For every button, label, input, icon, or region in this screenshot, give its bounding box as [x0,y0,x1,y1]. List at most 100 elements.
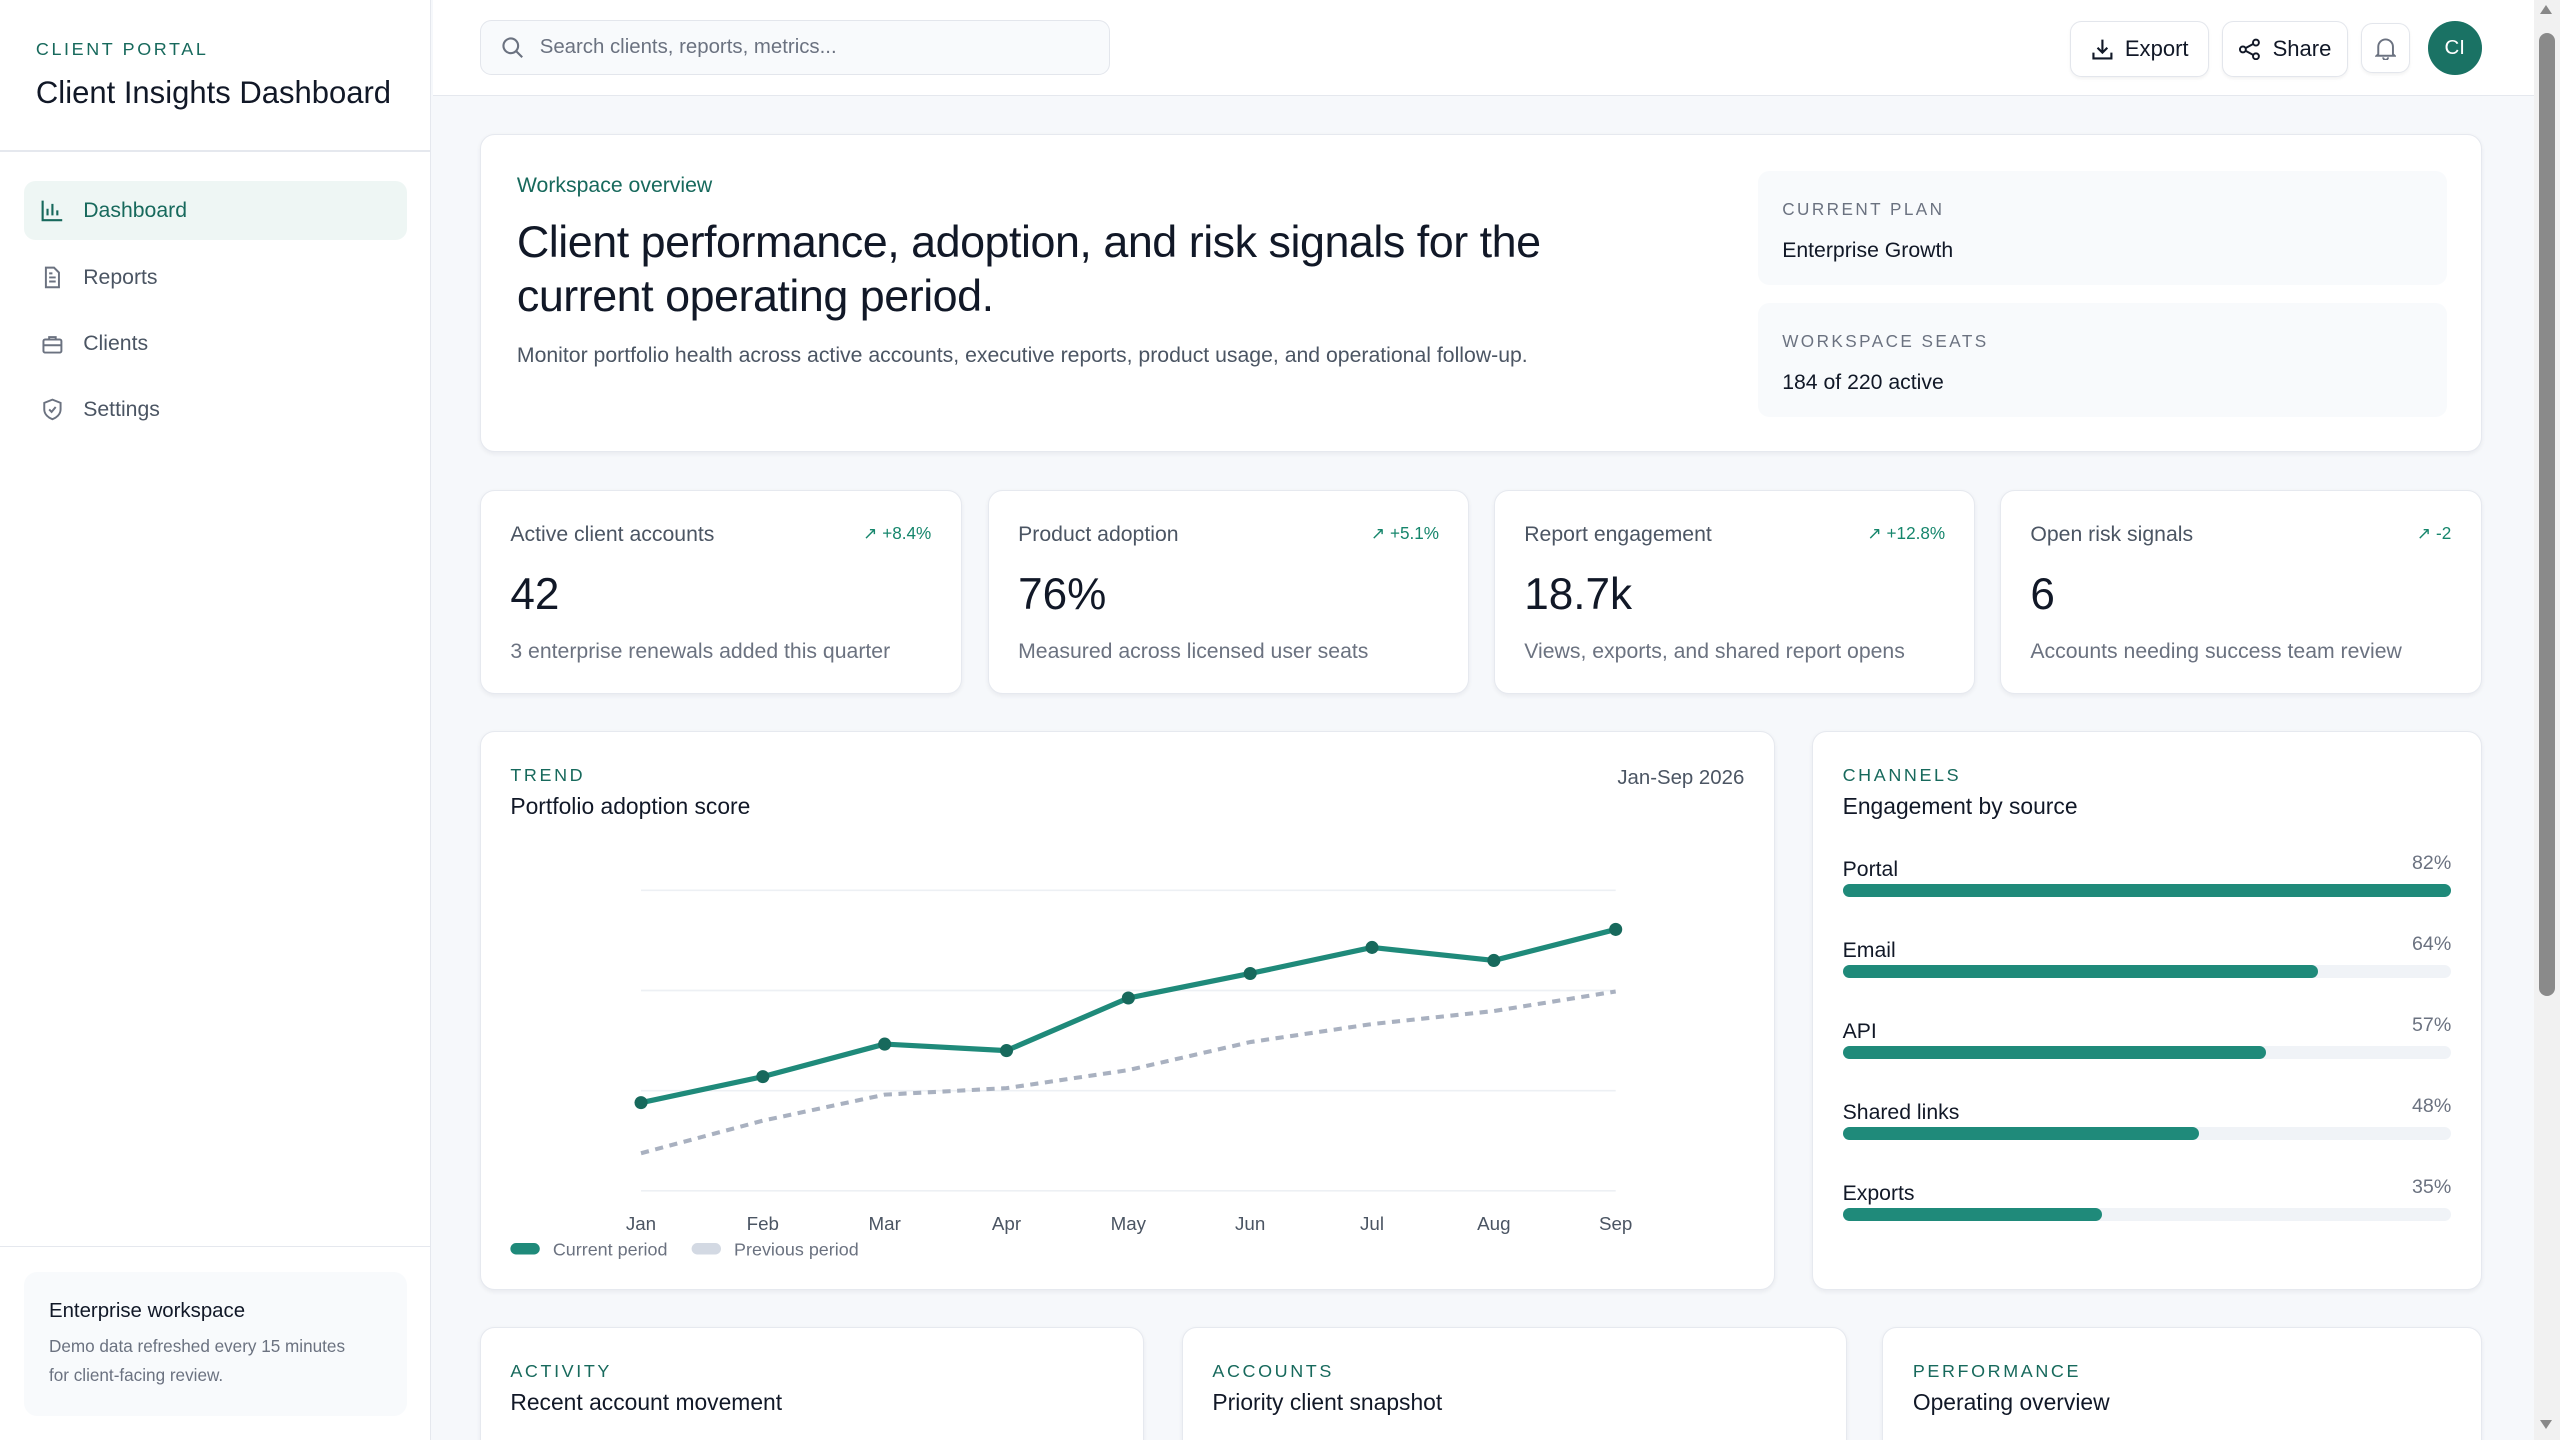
channels-card: CHANNELS Engagement by source Portal 82%… [1812,731,2482,1290]
hero-eyebrow: Workspace overview [516,174,713,198]
section-eyebrow: ACTIVITY [510,1360,612,1381]
app-title: Client Insights Dashboard [35,75,392,111]
document-icon [44,266,60,289]
section-eyebrow: ACCOUNTS [1212,1360,1334,1381]
channels-title: Engagement by source [1842,792,2078,819]
data-point [1243,967,1257,981]
trend-eyebrow: TREND [510,765,586,786]
channel-bar-track [1842,884,2452,898]
sidebar: CLIENT PORTAL Client Insights Dashboard … [0,0,432,1440]
data-point [634,1096,648,1110]
hero-heading: Client performance, adoption, and risk s… [517,215,1541,323]
channel-row: Portal 82% [1842,851,2452,917]
sidebar-item-reports[interactable]: Reports [24,248,406,307]
hero-heading-line: current operating period. [516,269,994,321]
x-tick-label: Jun [1235,1213,1265,1234]
x-tick-label: Aug [1477,1213,1510,1234]
sidebar-item-settings[interactable]: Settings [24,380,406,439]
channel-name: Exports [1842,1181,1915,1205]
workspace-note: Demo data refreshed every 15 minutes [48,1335,346,1356]
sidebar-item-label: Reports [83,265,158,289]
data-point [1609,923,1623,937]
data-point [999,1044,1014,1058]
scroll-down-icon[interactable] [2540,1420,2553,1429]
export-label: Export [2124,35,2189,61]
channel-row: Email 64% [1842,933,2452,998]
kpi-label: Product adoption [1018,523,1179,547]
workspace-seats: WORKSPACE SEATS 184 of 220 active [1757,303,2447,418]
kpi-delta-value: +8.4% [882,523,932,544]
current-plan: CURRENT PLAN Enterprise Growth [1757,170,2447,286]
notifications-button[interactable] [2360,22,2410,74]
scrollbar[interactable] [2533,0,2560,1440]
legend-swatch [691,1243,721,1255]
channel-percent: 57% [2412,1013,2452,1036]
channels-eyebrow: CHANNELS [1842,765,1962,786]
kpi-sub: 3 enterprise renewals added this quarter [510,639,891,663]
plan-label: CURRENT PLAN [1782,198,1945,219]
channel-bar-track [1842,1046,2452,1060]
channel-name: Email [1842,938,1896,962]
channel-bar-fill [1842,1046,2266,1060]
channel-bar-track [1842,965,2452,979]
scroll-up-icon[interactable] [2540,5,2553,14]
sidebar-item-clients[interactable]: Clients [24,315,406,374]
trend-up-icon: ↗ [863,523,878,544]
legend-swatch [510,1243,540,1255]
channel-percent: 35% [2412,1175,2452,1198]
kpi-card: Active client accounts ↗ +8.4% 42 3 ente… [479,489,962,694]
trend-title: Portfolio adoption score [510,792,751,819]
trend-card: TREND Portfolio adoption score Jan-Sep 2… [479,731,1775,1290]
trend-up-icon: ↗ [1370,523,1386,544]
kpi-label: Report engagement [1524,523,1712,547]
shield-icon [43,398,62,421]
trend-up-icon: ↗ [1867,523,1882,544]
channel-bar-fill [1842,965,2318,979]
data-point [756,1070,770,1084]
seats-value: 184 of 220 active [1782,371,1944,395]
legend-label: Current period [553,1240,668,1260]
data-point [878,1037,892,1052]
kpi-sub: Measured across licensed user seats [1018,639,1369,663]
plan-value: Enterprise Growth [1782,239,1954,263]
download-icon [2091,39,2113,60]
x-tick-label: Apr [992,1213,1021,1234]
section-card: ACTIVITY Recent account movement [479,1327,1145,1440]
kpi-card: Open risk signals ↗ -2 6 Accounts needin… [1999,489,2482,694]
channel-percent: 82% [2412,851,2452,874]
kpi-delta: ↗ +12.8% [1867,523,1945,544]
share-button[interactable]: Share [2222,21,2348,77]
x-tick-label: Mar [868,1213,900,1234]
kpi-value: 76% [1018,570,1107,620]
kpi-delta: ↗ -2 [2417,523,2451,544]
search-icon [501,37,523,58]
kpi-label: Open risk signals [2030,523,2194,547]
sidebar-item-dashboard[interactable]: Dashboard [24,181,407,240]
channel-row: API 57% [1842,1013,2452,1079]
search-input[interactable]: Search clients, reports, metrics... [479,19,1111,76]
kpi-value: 42 [510,570,560,620]
kpi-sub: Accounts needing success team review [2030,639,2402,663]
export-button[interactable]: Export [2070,21,2209,77]
channel-name: Portal [1842,857,1899,881]
data-point [1487,954,1501,968]
kpi-value: 18.7k [1524,570,1633,620]
x-tick-label: Feb [747,1213,779,1234]
seats-label: WORKSPACE SEATS [1782,330,1989,351]
channel-bar-track [1842,1127,2452,1141]
data-point [1365,941,1379,955]
hero-description: Monitor portfolio health across active a… [516,343,1528,367]
bell-icon [2374,38,2396,60]
kpi-value: 6 [2030,570,2055,620]
kpi-delta-value: +5.1% [1389,523,1439,544]
channel-bar-fill [1842,884,2452,898]
channel-name: API [1842,1019,1877,1043]
kpi-sub: Views, exports, and shared report opens [1524,639,1905,663]
share-label: Share [2272,35,2332,61]
avatar[interactable]: CI [2427,21,2482,76]
sidebar-item-label: Dashboard [83,198,188,222]
scrollbar-thumb[interactable] [2538,32,2556,996]
previous-period-line [640,989,1616,1156]
kpi-delta: ↗ +8.4% [863,523,931,544]
